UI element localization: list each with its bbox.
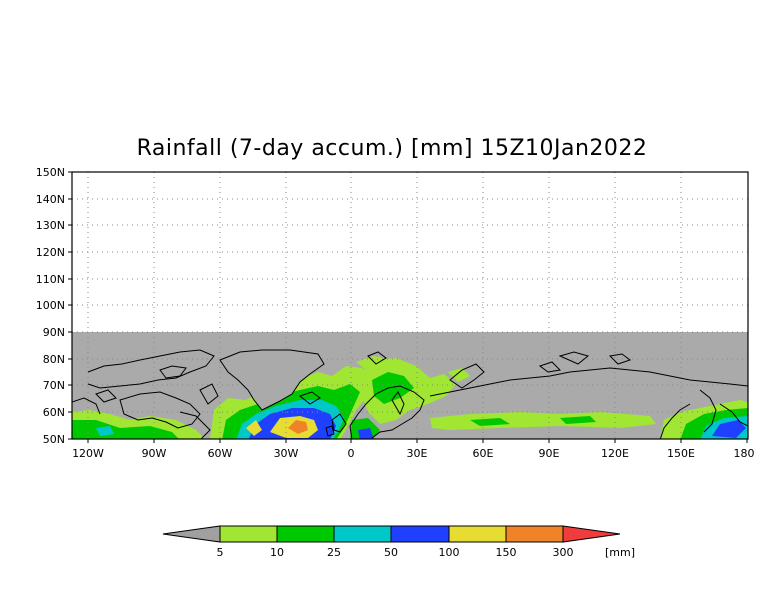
lat-label: 150N — [36, 166, 65, 179]
lon-label: 150E — [667, 447, 695, 460]
colorbar-swatch — [219, 525, 278, 543]
lat-label: 130N — [36, 219, 65, 232]
lat-label: 50N — [43, 433, 65, 446]
coastlines — [72, 349, 748, 439]
lon-label: 180 — [734, 447, 755, 460]
lat-label: 80N — [43, 353, 65, 366]
colorbar-label: 10 — [270, 546, 284, 559]
colorbar-label: 300 — [553, 546, 574, 559]
lat-label: 60N — [43, 406, 65, 419]
lon-labels: 120W 90W 60W 30W 0 30E 60E 90E 120E 150E… — [72, 447, 754, 460]
lon-label: 120E — [601, 447, 629, 460]
lon-label: 0 — [348, 447, 355, 460]
lon-label: 90E — [539, 447, 560, 460]
colorbar-label: 25 — [327, 546, 341, 559]
colorbar-high-arrow — [562, 525, 621, 543]
tick-marks — [68, 171, 748, 443]
colorbar-label: 50 — [384, 546, 398, 559]
lat-label: 140N — [36, 193, 65, 206]
lon-label: 60W — [208, 447, 233, 460]
lat-labels: 150N 140N 130N 120N 110N 100N 90N 80N 70… — [36, 166, 65, 446]
colorbar-swatch — [448, 525, 507, 543]
colorbar — [162, 525, 621, 543]
colorbar-low-arrow — [162, 525, 221, 543]
colorbar-swatch — [276, 525, 335, 543]
lat-label: 110N — [36, 273, 65, 286]
colorbar-unit: [mm] — [605, 546, 635, 559]
lon-label: 30W — [274, 447, 299, 460]
lat-label: 90N — [43, 326, 65, 339]
lat-label: 120N — [36, 246, 65, 259]
lon-label: 90W — [142, 447, 167, 460]
colorbar-swatch — [333, 525, 392, 543]
lat-label: 70N — [43, 379, 65, 392]
lon-label: 60E — [473, 447, 494, 460]
colorbar-label: 100 — [439, 546, 460, 559]
rainfall-field — [72, 356, 748, 439]
colorbar-labels: 5 10 25 50 100 150 300 [mm] — [217, 546, 636, 559]
colorbar-label: 150 — [496, 546, 517, 559]
colorbar-swatch — [505, 525, 564, 543]
colorbar-swatch — [390, 525, 450, 543]
colorbar-label: 5 — [217, 546, 224, 559]
lon-label: 120W — [72, 447, 104, 460]
lat-label: 100N — [36, 299, 65, 312]
map-title: Rainfall (7-day accum.) [mm] 15Z10Jan202… — [136, 136, 648, 161]
lon-label: 30E — [407, 447, 428, 460]
